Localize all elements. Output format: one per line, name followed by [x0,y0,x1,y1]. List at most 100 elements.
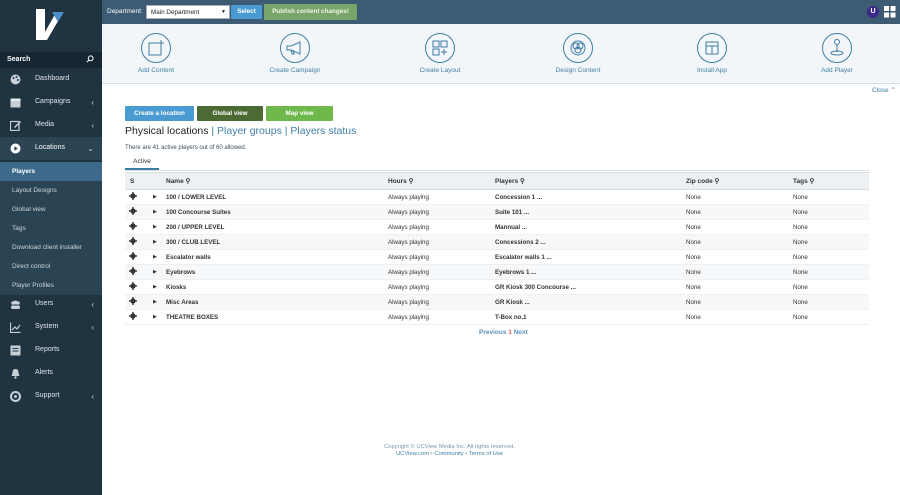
table-row[interactable]: ▶ Misc Areas Always playing GR Kiosk ... Non… [125,294,869,310]
nav-dashboard[interactable]: Dashboard [0,68,102,91]
nav-support[interactable]: Support ‹ [0,385,102,408]
location-players[interactable]: T-Box no.1 [495,309,686,325]
location-name[interactable]: 100 Concourse Suites [166,204,388,220]
location-players[interactable]: Suite 101 ... [495,204,686,220]
location-players[interactable]: Escalator walls 1 ... [495,249,686,265]
table-row[interactable]: ▶ Eyebrows Always playing Eyebrows 1 ... Non… [125,264,869,280]
sub-player-profiles[interactable]: Player Profiles [0,276,102,295]
sub-download-client-installer[interactable]: Download client installer [0,238,102,257]
search-icon[interactable]: ⚲ [185,178,191,185]
header-s[interactable]: S [125,172,147,190]
header-tags[interactable]: Tags ⚲ [793,172,869,190]
search-icon[interactable]: ⚲ [519,178,525,185]
settings-gear-icon[interactable] [125,189,147,205]
nav-alerts[interactable]: Alerts [0,362,102,385]
settings-gear-icon[interactable] [125,219,147,235]
grid-menu-icon[interactable] [884,6,896,18]
expand-caret-icon[interactable]: ▶ [147,294,166,310]
expand-caret-icon[interactable]: ▶ [147,249,166,265]
settings-gear-icon[interactable] [125,309,147,325]
sidebar-search[interactable]: Search [0,52,102,68]
ucview-logo[interactable] [0,0,102,52]
location-players[interactable]: Concession 1 ... [495,189,686,205]
location-name[interactable]: Escalator walls [166,249,388,265]
location-players[interactable]: Concessions 2 ... [495,234,686,250]
settings-gear-icon[interactable] [125,204,147,220]
location-players[interactable]: Eyebrows 1 ... [495,264,686,280]
install-app-button[interactable]: Install App [667,33,757,74]
search-icon[interactable]: ⚲ [408,178,414,185]
department-select[interactable]: Main Department ▼ [146,5,230,19]
nav-reports[interactable]: Reports [0,339,102,362]
location-name[interactable]: 300 / CLUB LEVEL [166,234,388,250]
terms-of-use-link[interactable]: Terms of Use [468,451,503,457]
nav-users[interactable]: Users ‹ [0,293,102,316]
close-toolbar-link[interactable]: Close ⌃ [872,86,896,94]
map-view-button[interactable]: Map view [266,106,333,121]
expand-caret-icon[interactable]: ▶ [147,234,166,250]
create-campaign-button[interactable]: Create Campaign [250,33,340,74]
location-name[interactable]: Eyebrows [166,264,388,280]
expand-caret-icon[interactable]: ▶ [147,264,166,280]
nav-media[interactable]: Media ‹ [0,114,102,137]
expand-caret-icon[interactable]: ▶ [147,189,166,205]
add-content-button[interactable]: Add Content [111,33,201,74]
location-name[interactable]: 200 / UPPER LEVEL [166,219,388,235]
sub-direct-control[interactable]: Direct control [0,257,102,276]
location-name[interactable]: Misc Areas [166,294,388,310]
location-players[interactable]: Mannual ... [495,219,686,235]
global-view-button[interactable]: Global view [197,106,263,121]
expand-caret-icon[interactable]: ▶ [147,279,166,295]
table-row[interactable]: ▶ Escalator walls Always playing Escalator … [125,249,869,265]
location-name[interactable]: THEATRE BOXES [166,309,388,325]
user-avatar[interactable]: U [867,6,879,18]
location-tags: None [793,189,869,205]
search-icon[interactable]: ⚲ [714,178,720,185]
table-row[interactable]: ▶ Kiosks Always playing GR Kiosk 300 Concou… [125,279,869,295]
player-groups-link[interactable]: Player groups [217,125,282,137]
sub-layout-designs[interactable]: Layout Designs [0,181,102,200]
ucview-link[interactable]: UCView.com [395,451,430,457]
header-name[interactable]: Name ⚲ [166,172,388,190]
header-hours[interactable]: Hours ⚲ [388,172,495,190]
add-player-button[interactable]: Add Player [792,33,882,74]
table-row[interactable]: ▶ 100 Concourse Suites Always playing Suite… [125,204,869,220]
expand-caret-icon[interactable]: ▶ [147,204,166,220]
settings-gear-icon[interactable] [125,249,147,265]
sub-global-view[interactable]: Global view [0,200,102,219]
tab-active[interactable]: Active [125,156,159,170]
community-link[interactable]: Community [434,451,464,457]
location-name[interactable]: Kiosks [166,279,388,295]
header-players[interactable]: Players ⚲ [495,172,686,190]
header-zip-code[interactable]: Zip code ⚲ [686,172,793,190]
location-name[interactable]: 100 / LOWER LEVEL [166,189,388,205]
select-button[interactable]: Select [231,5,262,19]
previous-page-link[interactable]: Previous [479,329,507,336]
create-layout-button[interactable]: Create Layout [395,33,485,74]
create-location-button[interactable]: Create a location [125,106,194,121]
table-row[interactable]: ▶ 100 / LOWER LEVEL Always playing Concessi… [125,189,869,205]
sub-tags[interactable]: Tags [0,219,102,238]
header-zip-label: Zip code [686,178,713,185]
sub-players[interactable]: Players [0,162,102,181]
design-content-button[interactable]: Design Content [533,33,623,74]
players-status-link[interactable]: Players status [290,125,357,137]
settings-gear-icon[interactable] [125,294,147,310]
search-icon[interactable]: ⚲ [809,178,815,185]
publish-changes-button[interactable]: Publish content changes! [264,4,357,20]
nav-system[interactable]: System ‹ [0,316,102,339]
settings-gear-icon[interactable] [125,279,147,295]
table-row[interactable]: ▶ 300 / CLUB LEVEL Always playing Concessio… [125,234,869,250]
expand-caret-icon[interactable]: ▶ [147,219,166,235]
settings-gear-icon[interactable] [125,264,147,280]
search-icon[interactable] [86,55,94,65]
expand-caret-icon[interactable]: ▶ [147,309,166,325]
location-players[interactable]: GR Kiosk ... [495,294,686,310]
settings-gear-icon[interactable] [125,234,147,250]
location-players[interactable]: GR Kiosk 300 Concourse ... [495,279,686,295]
next-page-link[interactable]: Next [513,329,528,336]
table-row[interactable]: ▶ 200 / UPPER LEVEL Always playing Mannual … [125,219,869,235]
nav-locations[interactable]: Locations ⌄ [0,137,102,160]
table-row[interactable]: ▶ THEATRE BOXES Always playing T-Box no.1 No… [125,309,869,325]
nav-campaigns[interactable]: Campaigns ‹ [0,91,102,114]
